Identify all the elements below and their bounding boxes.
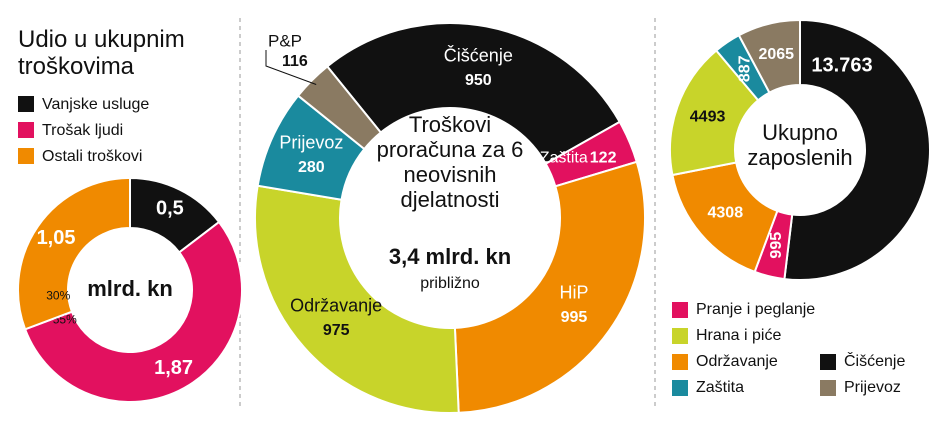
note: približno [420,275,480,292]
chart-title: Udio u ukupnim troškovima [18,26,185,80]
value-label: 0,5 [156,198,184,220]
center-label: mlrd. kn [87,276,173,301]
value-label: 1,87 [154,357,193,379]
legend-swatch [672,354,688,370]
value-label: 950 [465,72,492,89]
value-label: 975 [323,322,350,339]
legend-label: Ostali troškovi [42,148,142,165]
value-label: 13.763 [811,54,872,76]
category-label: Zaštita [540,149,588,166]
legend-label: Zaštita [696,379,744,396]
legend-swatch [672,328,688,344]
value-label: 995 [768,232,785,259]
legend-label: Hrana i piće [696,327,781,344]
value-label: 122 [590,149,617,166]
value-label: 995 [561,309,588,326]
legend-swatch [18,122,34,138]
value-label: 4308 [708,205,744,222]
category-label: Održavanje [290,295,382,315]
category-label: P&P [268,31,302,50]
value-label: 1,05 [37,227,76,249]
legend-swatch [18,148,34,164]
percentage-label: 30% [46,288,70,302]
donut-segment [17,176,131,331]
value-label: 4493 [690,109,726,126]
value-label: 2065 [758,46,794,63]
legend-label: Pranje i peglanje [696,301,815,318]
legend-label: Prijevoz [844,379,901,396]
chart-title: Troškovi proračuna za 6 neovisnih djelat… [376,112,524,212]
category-label: Čišćenje [444,44,513,65]
legend-label: Vanjske usluge [42,96,149,113]
legend-swatch [18,96,34,112]
donut-segment [737,18,801,94]
legend-swatch [820,380,836,396]
value-label: 887 [736,55,753,82]
value-label: 280 [298,159,325,176]
leader-line [265,50,317,85]
legend-label: Održavanje [696,353,778,370]
legend-label: Čišćenje [844,351,905,370]
donut-segment [23,220,243,403]
legend-label: Trošak ljudi [42,122,123,139]
legend-swatch [672,302,688,318]
legend-swatch [672,380,688,396]
donut-segment [453,160,646,414]
chart-title: Ukupno zaposlenih [747,120,853,170]
donut-segment [325,22,622,166]
total-label: 3,4 mlrd. kn [389,244,511,269]
category-label: Prijevoz [279,132,343,152]
donut-segment [783,18,931,281]
legend-swatch [820,354,836,370]
value-label: 116 [282,53,308,70]
category-label: HiP [559,283,588,303]
donut-segment [296,65,383,151]
donut-segment [254,184,460,414]
